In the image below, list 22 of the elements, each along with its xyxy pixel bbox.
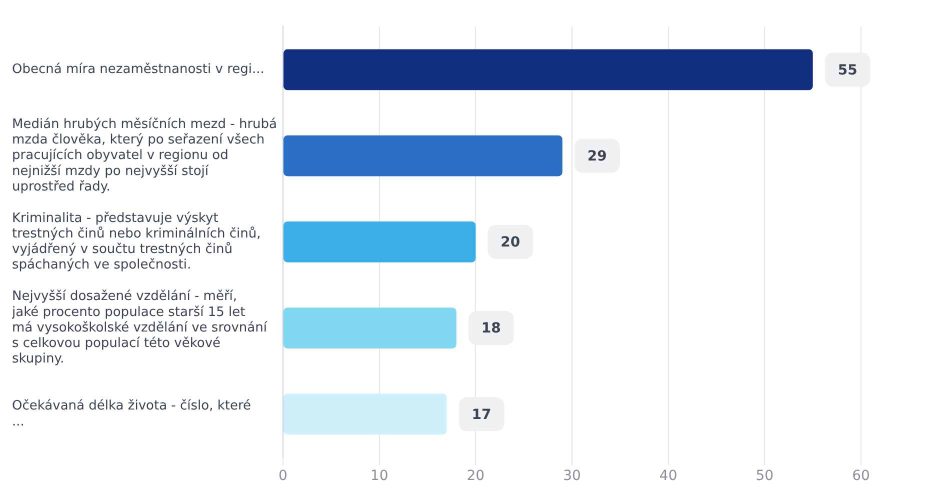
data-label: 55 — [838, 62, 858, 78]
x-tick-label: 50 — [756, 468, 774, 484]
y-tick-label: Nejvyšší dosažené vzdělání - měří, jaké procento populace starší 15 let má vysokoškolské vzdělání ve srovnání s celkovou populací této věkové skupiny. — [11, 289, 268, 367]
bar — [284, 49, 813, 90]
bar — [284, 308, 456, 348]
y-tick-label: Obecná míra nezaměstnanosti v regi... — [12, 62, 264, 78]
x-tick-label: 60 — [852, 468, 870, 484]
y-tick-label: Kriminalita - představuje výskyt trestných činů nebo kriminálních činů, vyjádřený v součtu trestných činů spáchaných ve společnosti. — [12, 210, 261, 273]
bar — [284, 394, 447, 435]
y-tick-label: Medián hrubých měsíčních mezd - hrubá mzda člověka, který po seřazení všech pracujících obyvatel v regionu od nejnižší mzdy po nejvyšší stojí uprostřed řady. — [12, 116, 278, 194]
y-tick-label: Očekávaná délka života - číslo, které ... — [12, 398, 252, 430]
x-tick-label: 30 — [563, 468, 581, 484]
data-label: 29 — [587, 148, 607, 164]
data-label: 17 — [472, 406, 492, 423]
x-tick-label: 0 — [278, 468, 288, 484]
bar — [284, 221, 476, 262]
data-label: 20 — [500, 234, 520, 251]
x-tick-label: 20 — [466, 468, 485, 484]
data-label: 18 — [481, 320, 501, 337]
bar — [284, 135, 562, 176]
x-tick-label: 10 — [370, 468, 388, 484]
x-tick-label: 40 — [659, 468, 678, 484]
